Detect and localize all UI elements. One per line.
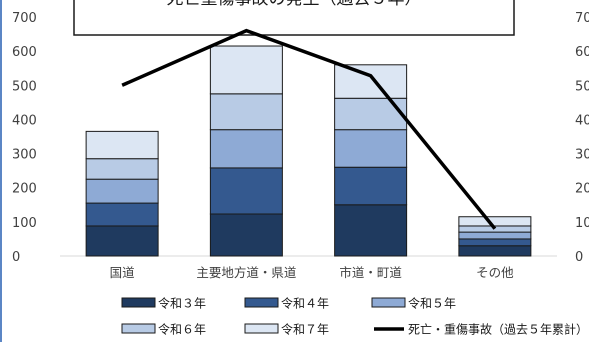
legend-swatch <box>244 323 279 334</box>
x-tick-label: 市道・町道 <box>339 265 402 280</box>
y-tick-label: 200 <box>12 182 37 197</box>
line-series-group <box>121 28 497 230</box>
bar-segment <box>334 166 408 206</box>
legend-label: 令和５年 <box>408 296 456 311</box>
x-tick-label: 国道 <box>110 265 136 280</box>
bar-segment <box>334 129 408 168</box>
y2-tick-label: 100 <box>575 216 589 231</box>
y-tick-label: 100 <box>12 216 37 231</box>
bar-segment <box>334 64 408 99</box>
y2-tick-label: 700 <box>575 11 589 26</box>
y2-tick-label: 0 <box>575 250 583 265</box>
legend-swatch <box>121 323 156 334</box>
y2-tick-label: 500 <box>575 79 589 94</box>
bar-segment <box>458 216 532 227</box>
y-tick-label: 600 <box>12 45 37 60</box>
bar-segment <box>209 93 283 131</box>
bar-segment <box>458 238 532 247</box>
legend-label: 令和７年 <box>281 322 329 337</box>
y2-tick-label: 600 <box>575 45 589 60</box>
x-tick-label: その他 <box>476 265 514 280</box>
bar-segment <box>85 225 159 257</box>
y2-tick-label: 300 <box>575 148 589 163</box>
line-series <box>121 28 497 230</box>
y-axis-right: 0 100 200 300 400 500 600 700 <box>575 11 589 265</box>
y-tick-label: 500 <box>12 79 37 94</box>
chart-title: 死亡重傷事故の発生（過去５年） <box>167 0 422 9</box>
bar-segment <box>458 245 532 257</box>
legend-swatch <box>244 297 279 308</box>
y-tick-label: 400 <box>12 113 37 128</box>
bar-segment <box>85 202 159 227</box>
y2-tick-label: 200 <box>575 182 589 197</box>
bar-segment <box>458 231 532 240</box>
chart-title-box <box>73 0 515 36</box>
y-axis-left: 0 100 200 300 400 500 600 700 <box>12 11 37 265</box>
y-tick-label: 300 <box>12 148 37 163</box>
bar-segment <box>209 167 283 215</box>
legend-label: 死亡・重傷事故（過去５年累計） <box>408 322 588 337</box>
legend-label: 令和４年 <box>281 296 329 311</box>
y-tick-label: 0 <box>12 250 20 265</box>
legend-swatch <box>371 297 406 308</box>
legend-label: 令和６年 <box>158 322 206 337</box>
bar-segment <box>209 129 283 169</box>
legend-swatch <box>121 297 156 308</box>
bar-segment <box>85 130 159 160</box>
bar-segment <box>334 204 408 257</box>
bar-segment <box>85 178 159 204</box>
bar-segment <box>209 45 283 95</box>
bars-group <box>85 45 532 257</box>
bar-segment <box>85 158 159 180</box>
bar-segment <box>209 213 283 257</box>
x-axis-labels: 国道 主要地方道・県道 市道・町道 その他 <box>110 265 515 280</box>
y2-tick-label: 400 <box>575 113 589 128</box>
x-tick-label: 主要地方道・県道 <box>196 265 297 280</box>
bar-segment <box>334 97 408 131</box>
legend-label: 令和３年 <box>158 296 206 311</box>
y-tick-label: 700 <box>12 11 37 26</box>
